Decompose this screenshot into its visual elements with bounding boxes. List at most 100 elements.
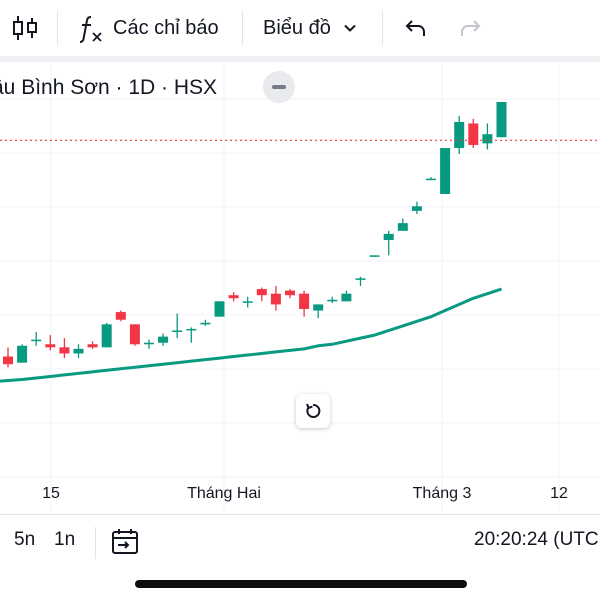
candle (411, 201, 422, 214)
candle (115, 310, 126, 322)
candle-body (214, 301, 225, 317)
chart-type-button[interactable]: Biểu đồ (263, 0, 357, 56)
chevron-down-icon (343, 21, 357, 35)
chart-type-label: Biểu đồ (263, 16, 331, 39)
candle (426, 177, 436, 181)
range-1d-button[interactable]: 1n (54, 529, 76, 550)
candle-body (186, 328, 197, 331)
indicators-button[interactable]: Các chỉ báo (78, 0, 219, 56)
candle-body (496, 102, 507, 138)
candle-body (17, 345, 28, 363)
chart-area[interactable] (0, 62, 600, 512)
candle (59, 338, 70, 359)
range-5d-button[interactable]: 5n (14, 529, 36, 550)
candle-body (440, 148, 451, 194)
candle (172, 313, 183, 339)
candle (200, 319, 211, 326)
candle-body (172, 330, 183, 332)
candle (101, 322, 112, 348)
redo-icon[interactable] (455, 0, 485, 56)
candle (468, 118, 479, 148)
candle-body (355, 278, 366, 280)
candle (242, 296, 253, 308)
toolbar-divider (242, 11, 243, 45)
candle (31, 332, 42, 346)
candle (73, 344, 84, 359)
indicators-label: Các chỉ báo (113, 16, 219, 39)
toolbar-divider (382, 11, 383, 45)
candle-body (299, 293, 310, 309)
candle-body (59, 347, 70, 354)
reset-chart-button[interactable] (296, 394, 330, 428)
candle (45, 335, 56, 351)
candle-body (383, 233, 394, 240)
candle (482, 123, 493, 150)
undo-icon[interactable] (401, 0, 431, 56)
candle-body (101, 324, 112, 348)
candle-body (87, 344, 98, 348)
candle (327, 296, 338, 303)
candle-body (397, 223, 408, 231)
candle-body (115, 312, 126, 320)
candle-body (228, 295, 239, 299)
home-indicator (135, 580, 467, 588)
candle-body (45, 344, 56, 348)
candle (17, 344, 28, 363)
candle (369, 255, 380, 257)
candle-body (3, 356, 13, 365)
candle (440, 148, 451, 194)
bottom-bar: 5n 1n 20:20:24 (UTC (0, 514, 600, 570)
candle-body (313, 304, 324, 311)
candle-body (73, 348, 84, 354)
candle-body (144, 342, 154, 345)
fx-icon (78, 13, 104, 43)
x-axis-label: 12 (550, 485, 568, 502)
candle-body (426, 178, 436, 181)
x-axis-label: 15 (42, 485, 60, 502)
moving-average-line (0, 287, 502, 383)
candle-body (270, 293, 281, 305)
candle (285, 289, 295, 299)
candle (186, 327, 197, 343)
candle-body (256, 289, 267, 296)
candle (270, 286, 281, 311)
candle (3, 347, 13, 368)
candle-body (482, 134, 493, 144)
x-axis-label: Tháng Hai (187, 485, 261, 502)
candle (144, 339, 154, 349)
candle-body (341, 293, 352, 302)
candle (158, 333, 169, 346)
candle (256, 287, 267, 302)
candle (496, 102, 507, 138)
candle-body (158, 336, 169, 343)
candle (397, 218, 408, 231)
candle-body (285, 290, 295, 296)
candle-body (242, 301, 253, 303)
symbol-title: ầu Bình Sơn · 1D · HSX (0, 76, 218, 99)
reset-icon (304, 402, 322, 420)
candle (228, 292, 239, 302)
symbol-legend[interactable]: ầu Bình Sơn · 1D · HSX (0, 73, 217, 103)
bottom-divider (95, 527, 96, 559)
candle-body (31, 339, 42, 342)
candle-body (411, 206, 422, 211)
candle (129, 324, 140, 346)
candle (355, 276, 366, 286)
candle-body (454, 121, 465, 148)
candle (383, 230, 394, 256)
candle (299, 290, 310, 317)
goto-date-icon[interactable] (110, 527, 140, 557)
candles-icon[interactable] (8, 0, 42, 56)
x-axis-label: Tháng 3 (412, 485, 472, 502)
candle (214, 301, 225, 317)
toolbar-shadow (0, 56, 600, 62)
top-toolbar: Các chỉ báo Biểu đồ (0, 0, 600, 56)
candle-body (468, 123, 479, 145)
clock-time[interactable]: 20:20:24 (UTC (474, 529, 599, 550)
candle-body (129, 324, 140, 345)
candle (313, 304, 324, 319)
price-chart[interactable] (0, 62, 600, 512)
candle (341, 290, 352, 302)
legend-collapse-button[interactable] (263, 71, 295, 103)
candle-body (369, 255, 380, 257)
